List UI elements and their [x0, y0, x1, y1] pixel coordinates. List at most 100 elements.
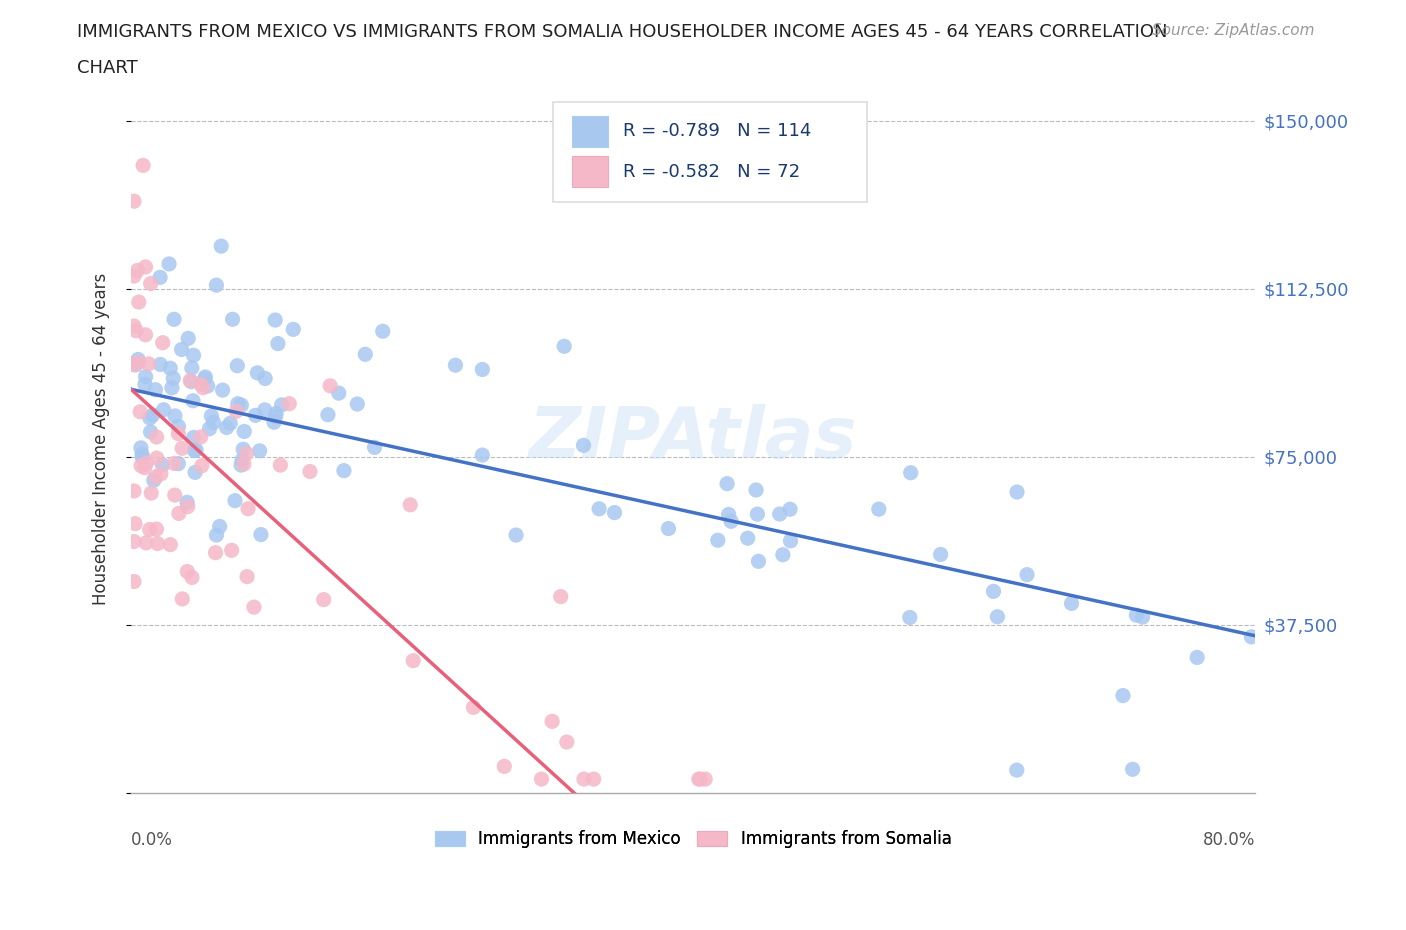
Point — [194, 369, 217, 384]
Text: R = -0.582   N = 72: R = -0.582 N = 72 — [623, 163, 800, 180]
Point — [254, 371, 277, 386]
Point — [707, 533, 730, 548]
Point — [167, 419, 190, 434]
Point — [190, 430, 212, 445]
Point — [233, 424, 256, 439]
Point — [657, 521, 679, 536]
Point — [190, 377, 212, 392]
Point — [125, 324, 148, 339]
Point — [1132, 609, 1154, 624]
Point — [138, 356, 160, 371]
Point — [145, 451, 167, 466]
Point — [138, 522, 160, 537]
Point — [124, 357, 146, 372]
Point — [779, 534, 801, 549]
Text: R = -0.789   N = 114: R = -0.789 N = 114 — [623, 123, 811, 140]
Point — [167, 506, 190, 521]
Point — [181, 393, 204, 408]
Point — [983, 584, 1005, 599]
Point — [769, 507, 792, 522]
Point — [688, 772, 710, 787]
Point — [167, 457, 190, 472]
Point — [139, 424, 162, 439]
Point — [689, 772, 711, 787]
Point — [695, 772, 717, 787]
Point — [167, 426, 190, 441]
Point — [371, 324, 394, 339]
Point — [494, 759, 516, 774]
Text: 0.0%: 0.0% — [131, 831, 173, 849]
Text: ZIPAtlas: ZIPAtlas — [529, 405, 858, 473]
Point — [177, 499, 200, 514]
Point — [122, 484, 145, 498]
Point — [226, 396, 249, 411]
Point — [1122, 762, 1144, 777]
Point — [745, 483, 768, 498]
Point — [208, 519, 231, 534]
Point — [221, 312, 243, 326]
Point — [141, 485, 163, 500]
Point — [179, 373, 201, 388]
Point — [572, 772, 595, 787]
Point — [236, 501, 259, 516]
Point — [226, 358, 249, 373]
Legend: Immigrants from Mexico, Immigrants from Somalia: Immigrants from Mexico, Immigrants from … — [434, 830, 952, 848]
Point — [180, 361, 202, 376]
Point — [505, 527, 527, 542]
Point — [135, 456, 157, 471]
Point — [298, 464, 321, 479]
Point — [198, 421, 221, 436]
Point — [250, 527, 273, 542]
Point — [159, 538, 181, 552]
Point — [245, 408, 267, 423]
Point — [122, 357, 145, 372]
Point — [264, 312, 287, 327]
Point — [541, 714, 564, 729]
Point — [209, 239, 232, 254]
Point — [135, 259, 157, 274]
Text: IMMIGRANTS FROM MEXICO VS IMMIGRANTS FROM SOMALIA HOUSEHOLDER INCOME AGES 45 - 6: IMMIGRANTS FROM MEXICO VS IMMIGRANTS FRO… — [77, 23, 1168, 41]
Point — [142, 407, 165, 422]
Point — [183, 430, 205, 445]
Point — [1015, 567, 1038, 582]
Point — [152, 403, 174, 418]
Point — [267, 336, 290, 351]
Text: 80.0%: 80.0% — [1202, 831, 1256, 849]
Point — [264, 409, 287, 424]
Point — [868, 501, 890, 516]
Point — [139, 410, 162, 425]
Point — [253, 403, 276, 418]
Point — [900, 465, 922, 480]
Point — [215, 420, 238, 435]
Point — [152, 336, 174, 351]
Point — [183, 348, 205, 363]
Point — [235, 446, 257, 461]
Point — [229, 458, 252, 472]
Point — [170, 342, 193, 357]
Point — [316, 407, 339, 422]
Point — [202, 415, 225, 430]
Point — [152, 458, 174, 472]
Point — [122, 574, 145, 589]
Point — [128, 355, 150, 370]
Point — [236, 569, 259, 584]
Point — [224, 493, 246, 508]
Point — [716, 476, 738, 491]
FancyBboxPatch shape — [553, 102, 868, 202]
Point — [582, 772, 605, 787]
Bar — [572, 116, 607, 147]
Point — [191, 380, 214, 395]
Point — [194, 371, 217, 386]
Point — [232, 457, 254, 472]
Point — [898, 610, 921, 625]
Point — [232, 442, 254, 457]
Point — [278, 396, 301, 411]
Point — [177, 331, 200, 346]
Point — [145, 522, 167, 537]
Point — [184, 443, 207, 458]
Point — [588, 501, 610, 516]
Point — [243, 600, 266, 615]
Point — [142, 472, 165, 487]
Point — [283, 322, 305, 337]
Point — [160, 380, 183, 395]
